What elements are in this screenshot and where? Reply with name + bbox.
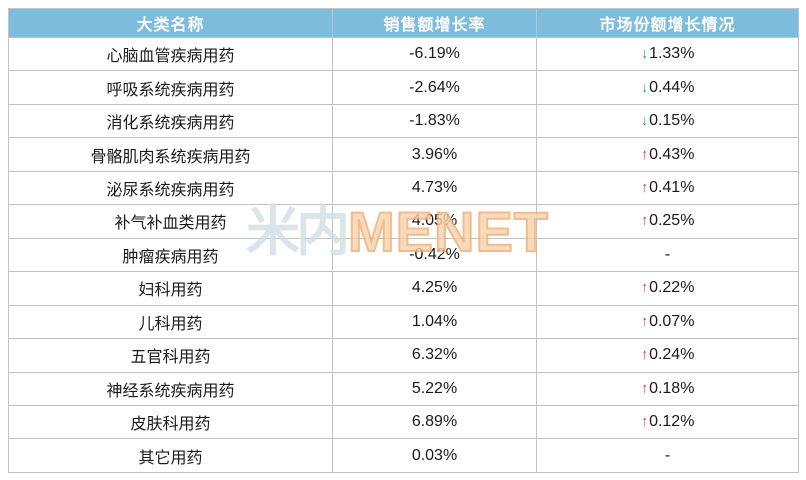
share-growth-value: 0.18% [649, 379, 695, 397]
up-arrow-icon: ↑ [641, 346, 648, 364]
share-growth-cell: ↓ 0.44% [536, 70, 799, 105]
up-arrow-icon: ↑ [641, 379, 648, 397]
table-row: 呼吸系统疾病用药 -2.64% ↓ 0.44% [8, 70, 799, 105]
category-cell: 心脑血管疾病用药 [8, 36, 333, 72]
table-header-row: 大类名称 销售额增长率 市场份额增长情况 [8, 8, 799, 38]
sales-growth-cell: -1.83% [332, 103, 537, 139]
sales-growth-cell: 6.89% [332, 404, 537, 440]
share-growth-cell: ↑ 0.18% [536, 371, 799, 406]
sales-growth-cell: 3.96% [332, 137, 537, 172]
share-growth-cell: ↑ 0.07% [536, 304, 799, 340]
down-arrow-icon: ↓ [641, 45, 648, 63]
sales-growth-cell: 4.73% [332, 170, 537, 206]
table-row: 补气补血类用药 4.05% ↑ 0.25% [8, 204, 799, 239]
up-arrow-icon: ↑ [641, 145, 648, 163]
category-cell: 骨骼肌肉系统疾病用药 [8, 137, 333, 172]
up-arrow-icon: ↑ [641, 413, 648, 431]
share-growth-value: 0.22% [649, 279, 695, 297]
header-share-growth: 市场份额增长情况 [536, 8, 799, 38]
share-growth-cell: - [536, 438, 799, 473]
sales-growth-cell: -2.64% [332, 70, 537, 105]
share-growth-cell: ↑ 0.12% [536, 404, 799, 440]
category-cell: 消化系统疾病用药 [8, 103, 333, 139]
share-growth-value: 0.12% [649, 413, 695, 431]
share-growth-value: 0.25% [649, 212, 695, 230]
category-cell: 神经系统疾病用药 [8, 371, 333, 406]
down-arrow-icon: ↓ [641, 112, 648, 130]
table-row: 其它用药 0.03% - [8, 438, 799, 473]
share-growth-cell: ↑ 0.41% [536, 170, 799, 206]
up-arrow-icon: ↑ [641, 212, 648, 230]
share-growth-value: 0.07% [649, 312, 695, 330]
share-growth-value: - [664, 446, 671, 464]
category-cell: 补气补血类用药 [8, 204, 333, 239]
share-growth-cell: ↑ 0.24% [536, 338, 799, 373]
share-growth-cell: - [536, 237, 799, 273]
table-row: 神经系统疾病用药 5.22% ↑ 0.18% [8, 371, 799, 406]
sales-growth-cell: -0.42% [332, 237, 537, 273]
table-row: 肿瘤疾病用药 -0.42% - [8, 237, 799, 273]
sales-growth-cell: 5.22% [332, 371, 537, 406]
share-growth-cell: ↓ 1.33% [536, 36, 799, 72]
header-category: 大类名称 [8, 8, 333, 38]
sales-growth-cell: 0.03% [332, 438, 537, 473]
category-cell: 泌尿系统疾病用药 [8, 170, 333, 206]
table-row: 儿科用药 1.04% ↑ 0.07% [8, 304, 799, 340]
sales-growth-cell: 4.25% [332, 271, 537, 306]
share-growth-value: 0.41% [649, 179, 695, 197]
sales-growth-cell: -6.19% [332, 36, 537, 72]
table-row: 心脑血管疾病用药 -6.19% ↓ 1.33% [8, 36, 799, 72]
share-growth-value: 0.15% [649, 112, 695, 130]
category-cell: 肿瘤疾病用药 [8, 237, 333, 273]
sales-growth-cell: 6.32% [332, 338, 537, 373]
category-cell: 儿科用药 [8, 304, 333, 340]
category-cell: 五官科用药 [8, 338, 333, 373]
table-row: 泌尿系统疾病用药 4.73% ↑ 0.41% [8, 170, 799, 206]
category-cell: 皮肤科用药 [8, 404, 333, 440]
category-growth-table: 大类名称 销售额增长率 市场份额增长情况 心脑血管疾病用药 -6.19% ↓ 1.33… [8, 8, 799, 473]
share-growth-value: 0.44% [649, 78, 695, 96]
table-row: 骨骼肌肉系统疾病用药 3.96% ↑ 0.43% [8, 137, 799, 172]
table-row: 皮肤科用药 6.89% ↑ 0.12% [8, 404, 799, 440]
category-cell: 其它用药 [8, 438, 333, 473]
category-cell: 妇科用药 [8, 271, 333, 306]
header-sales-growth: 销售额增长率 [332, 8, 537, 38]
sales-growth-cell: 4.05% [332, 204, 537, 239]
share-growth-cell: ↑ 0.25% [536, 204, 799, 239]
up-arrow-icon: ↑ [641, 179, 648, 197]
share-growth-cell: ↑ 0.43% [536, 137, 799, 172]
share-growth-value: - [664, 245, 671, 263]
table-row: 消化系统疾病用药 -1.83% ↓ 0.15% [8, 103, 799, 139]
table-row: 妇科用药 4.25% ↑ 0.22% [8, 271, 799, 306]
share-growth-cell: ↑ 0.22% [536, 271, 799, 306]
down-arrow-icon: ↓ [641, 78, 648, 96]
share-growth-cell: ↓ 0.15% [536, 103, 799, 139]
share-growth-value: 0.43% [649, 145, 695, 163]
up-arrow-icon: ↑ [641, 279, 648, 297]
category-cell: 呼吸系统疾病用药 [8, 70, 333, 105]
table-row: 五官科用药 6.32% ↑ 0.24% [8, 338, 799, 373]
up-arrow-icon: ↑ [641, 312, 648, 330]
share-growth-value: 1.33% [649, 45, 695, 63]
sales-growth-cell: 1.04% [332, 304, 537, 340]
share-growth-value: 0.24% [649, 346, 695, 364]
